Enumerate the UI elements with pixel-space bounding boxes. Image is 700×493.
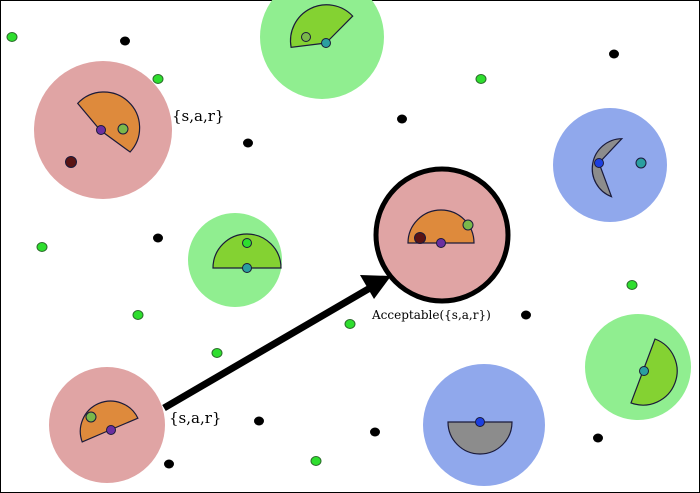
green-dot [626, 280, 638, 290]
green-dot-olive [117, 123, 129, 135]
black-dot [370, 427, 380, 437]
green-dots [6, 32, 638, 466]
green-dot [242, 238, 252, 248]
dark-red-dot [65, 156, 77, 168]
dark-red-dot [414, 232, 426, 244]
wedge-orange-top-left [76, 91, 141, 153]
green-dot [475, 74, 487, 84]
black-dot [521, 310, 531, 320]
teal-dot [635, 157, 647, 169]
region-green-top [260, 0, 384, 99]
blue-dot [475, 417, 485, 427]
green-dot-olive [85, 411, 97, 423]
teal-dot [639, 366, 649, 376]
green-dot [310, 456, 322, 466]
black-dot [164, 459, 174, 469]
black-dot [153, 233, 163, 243]
purple-dot [96, 125, 106, 135]
wedge-gray-bottom [447, 421, 513, 455]
green-dot [36, 242, 48, 252]
black-dots [120, 36, 619, 469]
region-blue-right [553, 108, 667, 222]
label-sar-top: {s,a,r} [172, 107, 224, 125]
green-dot [152, 74, 164, 84]
green-dot-olive [301, 32, 311, 42]
black-dot [397, 114, 407, 124]
teal-dot [242, 263, 252, 273]
green-dot [344, 319, 356, 329]
wedge-gray-right [591, 138, 624, 198]
black-dot [254, 416, 264, 426]
teal-dot [321, 38, 331, 48]
black-dot [593, 433, 603, 443]
green-dot [211, 348, 223, 358]
black-dot [243, 138, 253, 148]
green-dot [6, 32, 18, 42]
region-markers [65, 32, 649, 435]
wedge-orange-bottom-left [79, 400, 139, 443]
purple-dot [106, 425, 116, 435]
blue-dot [594, 158, 604, 168]
arrow-head [360, 275, 391, 299]
arrow-shaft [162, 284, 372, 412]
green-dot-olive [462, 219, 474, 231]
label-acceptable: Acceptable({s,a,r}) [371, 308, 491, 322]
arrow [162, 275, 391, 412]
wedge-green-middle [212, 233, 282, 269]
label-sar-bottom: {s,a,r} [169, 409, 221, 427]
black-dot [609, 49, 619, 59]
black-dot [120, 36, 130, 46]
green-dot [132, 310, 144, 320]
wedge-green-right [630, 338, 678, 406]
purple-dot [436, 238, 446, 248]
